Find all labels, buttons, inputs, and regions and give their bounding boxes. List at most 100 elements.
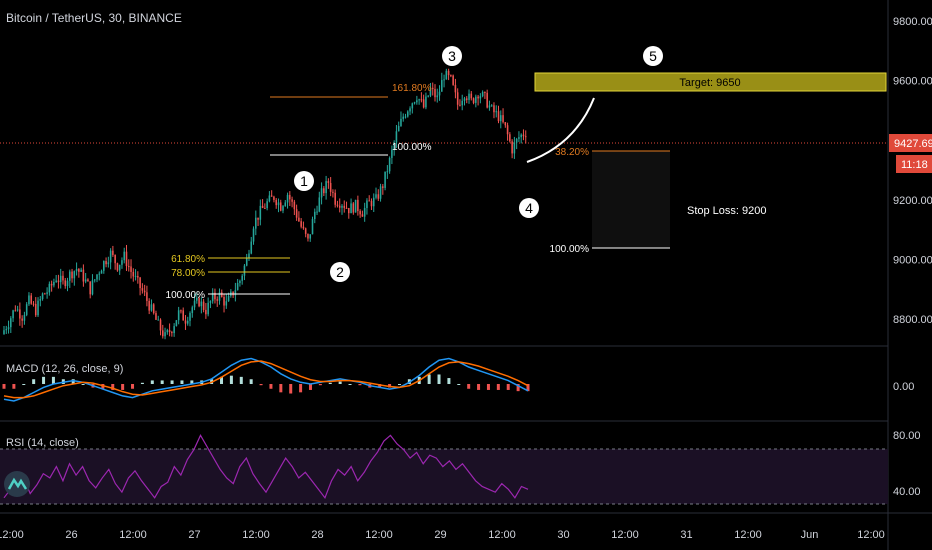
candle-body xyxy=(28,295,30,305)
macd-histogram-bar xyxy=(427,374,431,384)
candle-body xyxy=(202,301,205,310)
candle-body xyxy=(416,100,418,103)
candle-body xyxy=(112,250,114,255)
svg-text:5: 5 xyxy=(649,48,657,64)
macd-pane xyxy=(2,357,530,402)
candle-body xyxy=(323,188,325,194)
candle-body xyxy=(341,205,343,208)
candle-body xyxy=(320,188,323,198)
candle-body xyxy=(273,196,275,200)
candle-body xyxy=(352,203,355,213)
candle-body xyxy=(336,204,339,206)
candle-body xyxy=(379,186,382,199)
tradingview-logo-icon[interactable] xyxy=(4,471,30,497)
candle-body xyxy=(182,310,184,321)
candle-body xyxy=(200,301,203,307)
candle-body xyxy=(452,75,454,85)
candle-body xyxy=(307,233,309,239)
candle-body xyxy=(254,217,257,229)
candle-body xyxy=(327,181,330,183)
candle-body xyxy=(82,269,85,282)
candle-body xyxy=(32,303,35,305)
candle-body xyxy=(302,226,305,229)
macd-histogram-bar xyxy=(239,376,243,384)
candle-body xyxy=(375,194,377,198)
candle-body xyxy=(332,191,334,193)
candle-body xyxy=(71,271,73,279)
candle-body xyxy=(98,273,101,275)
candle-body xyxy=(34,303,37,316)
time-tick-label: 12:00 xyxy=(0,529,24,541)
time-tick-label: 29 xyxy=(434,529,446,541)
rsi-pane xyxy=(3,434,529,500)
candle-body xyxy=(7,327,10,330)
candle-body xyxy=(216,299,219,301)
candle-body xyxy=(123,251,126,261)
candle-body xyxy=(146,292,148,301)
candle-body xyxy=(171,332,173,334)
candle-body xyxy=(114,254,116,264)
candle-body xyxy=(409,108,411,112)
candle-body xyxy=(252,228,255,242)
fib-label-78: 78.00% xyxy=(171,268,205,279)
candle-body xyxy=(420,99,423,101)
candle-body xyxy=(93,279,96,281)
candle-body xyxy=(66,280,69,287)
rsi-line xyxy=(3,434,529,500)
projection-curve xyxy=(526,97,595,163)
candle-body xyxy=(137,275,139,278)
candle-body xyxy=(284,202,287,207)
candle-body xyxy=(68,271,71,281)
candle-body xyxy=(402,116,405,119)
macd-axis-tick: 0.00 xyxy=(893,381,914,393)
svg-text:2: 2 xyxy=(336,264,344,280)
candle-body xyxy=(157,319,160,321)
svg-text:3: 3 xyxy=(448,48,456,64)
macd-histogram-bar xyxy=(71,379,75,384)
time-tick-label: 12:00 xyxy=(242,529,270,541)
candle-body xyxy=(196,297,198,301)
candle-body xyxy=(441,80,443,92)
macd-histogram-bar xyxy=(150,380,154,384)
candle-body xyxy=(348,208,350,214)
candle-body xyxy=(37,300,39,316)
time-axis[interactable]: 12:00 26 12:00 27 12:00 28 12:00 29 12:00 30 12:00… xyxy=(0,529,885,541)
candle-body xyxy=(121,260,123,265)
candle-body xyxy=(209,301,212,303)
candle-body xyxy=(282,206,284,211)
candle-body xyxy=(509,134,511,142)
rsi-axis-tick-80: 80.00 xyxy=(893,430,921,442)
candle-body xyxy=(198,297,200,307)
candle-body xyxy=(434,89,436,98)
candle-body xyxy=(87,279,89,282)
candle-body xyxy=(293,201,296,210)
price-axis[interactable]: 9800.009600.009400.009200.009000.008800.… xyxy=(893,16,932,326)
candle-body xyxy=(427,95,429,97)
macd-histogram-bar xyxy=(140,382,144,384)
candle-body xyxy=(139,277,141,289)
target-box[interactable] xyxy=(534,72,887,92)
macd-histogram-bar xyxy=(299,384,303,393)
candle-body xyxy=(3,330,5,335)
candle-body xyxy=(425,96,427,108)
candle-body xyxy=(75,268,78,272)
candle-body xyxy=(150,304,153,311)
candle-body xyxy=(325,181,327,194)
candle-body xyxy=(295,209,298,218)
macd-histogram-bar xyxy=(378,384,382,388)
candle-body xyxy=(236,282,239,291)
macd-histogram-bar xyxy=(496,384,500,390)
time-tick-label: 26 xyxy=(65,529,77,541)
candle-body xyxy=(266,201,268,209)
candle-body xyxy=(134,275,137,277)
macd-histogram-bar xyxy=(111,384,115,390)
candle-body xyxy=(484,91,486,93)
candle-body xyxy=(316,211,318,213)
macd-histogram-bar xyxy=(190,380,194,384)
fib-label-100-right: 100.00% xyxy=(550,244,590,255)
candle-body xyxy=(300,221,302,227)
candle-body xyxy=(5,329,8,331)
wave-marker-2: 2 xyxy=(330,262,350,282)
candle-body xyxy=(481,91,484,97)
